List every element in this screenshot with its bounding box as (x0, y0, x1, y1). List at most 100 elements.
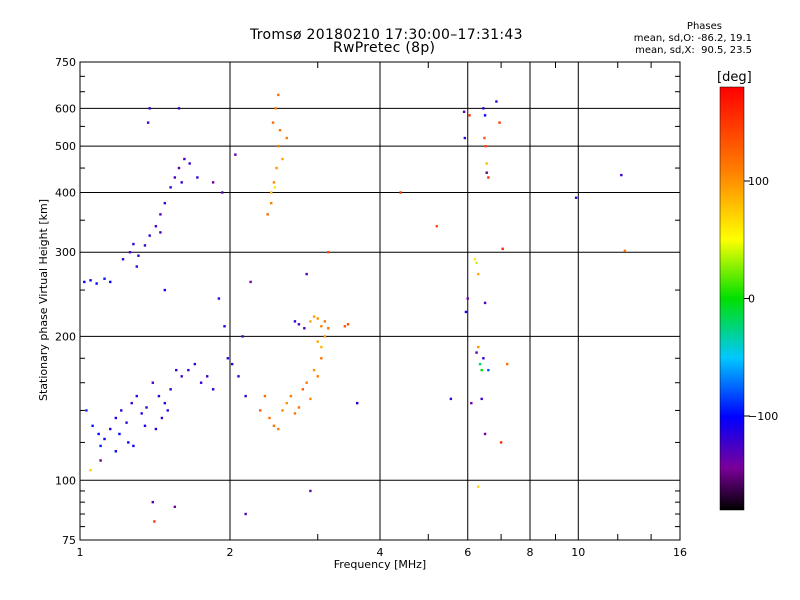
data-point (485, 162, 488, 165)
data-point (99, 444, 102, 448)
data-point (303, 327, 306, 330)
data-point (316, 317, 319, 320)
data-point (297, 406, 301, 409)
data-point (199, 381, 203, 384)
y-tick-label: 75 (62, 534, 76, 547)
data-point (473, 258, 477, 261)
tick-labels: 1 2 4 6 8 10 16 75 100 200 300 400 500 600 750 (55, 56, 687, 559)
data-point (277, 427, 280, 431)
data-point (173, 176, 177, 179)
data-point (312, 315, 316, 318)
colorbar-tick-label: 0 (748, 293, 755, 306)
data-point (273, 186, 276, 189)
data-point (109, 427, 112, 431)
data-point (312, 368, 316, 372)
data-point (244, 512, 247, 516)
data-point (281, 409, 284, 412)
data-point (263, 394, 267, 398)
data-point (266, 213, 269, 216)
data-point (153, 520, 156, 523)
axis-ticks (80, 62, 680, 540)
y-tick-label: 750 (55, 56, 76, 69)
data-point (343, 325, 347, 328)
data-point (271, 121, 275, 124)
data-point (95, 282, 98, 285)
data-point (145, 406, 148, 409)
data-point (89, 279, 92, 282)
x-tick-label: 1 (77, 546, 84, 559)
data-point (501, 247, 504, 250)
data-point (483, 301, 487, 305)
y-tick-label: 200 (55, 330, 76, 343)
data-point (293, 320, 297, 323)
data-points (83, 93, 627, 523)
data-point (114, 416, 118, 420)
grid-lines (80, 62, 680, 540)
data-point (323, 335, 327, 338)
data-point (177, 166, 181, 170)
data-point (482, 357, 485, 360)
data-point (477, 345, 480, 349)
data-point (175, 368, 178, 372)
data-point (309, 489, 312, 493)
data-point (482, 107, 485, 110)
data-point (187, 368, 190, 372)
x-tick-label: 8 (527, 546, 534, 559)
data-point (309, 397, 312, 401)
data-point (143, 244, 147, 247)
data-point (83, 280, 86, 284)
x-tick-label: 6 (464, 546, 471, 559)
data-point (477, 485, 480, 488)
data-point (85, 409, 88, 412)
data-point (188, 162, 191, 165)
data-point (154, 427, 158, 431)
data-point (505, 362, 509, 366)
data-point (196, 176, 199, 179)
data-point (466, 297, 469, 300)
data-point (173, 505, 177, 509)
data-point (120, 409, 123, 412)
data-point (163, 201, 167, 205)
data-point (223, 325, 226, 328)
data-point (159, 231, 162, 234)
data-point (151, 500, 155, 504)
y-tick-label: 100 (55, 474, 76, 487)
colorbar (719, 86, 745, 511)
data-point (137, 254, 140, 257)
x-tick-label: 10 (571, 546, 585, 559)
data-point (272, 424, 276, 428)
data-point (297, 323, 301, 326)
data-point (221, 191, 224, 194)
data-point (193, 362, 197, 366)
data-point (151, 381, 155, 384)
data-point (99, 459, 102, 462)
data-point (89, 468, 92, 472)
data-point (103, 437, 106, 441)
data-point (483, 114, 487, 117)
data-point (464, 310, 468, 314)
data-point (114, 450, 118, 453)
data-point (277, 144, 280, 148)
data-point (320, 357, 323, 360)
data-point (127, 441, 130, 444)
phases-line-x: mean, sd,X: 90.5, 23.5 (635, 45, 752, 56)
data-point (301, 388, 305, 391)
data-point (309, 320, 312, 323)
data-point (128, 251, 132, 254)
data-point (485, 171, 488, 174)
data-point (399, 191, 402, 194)
data-point (289, 394, 293, 398)
data-point (477, 272, 480, 276)
data-point (159, 213, 162, 216)
data-point (146, 121, 150, 124)
x-tick-label: 2 (227, 546, 234, 559)
data-point (274, 107, 277, 110)
data-point (121, 258, 125, 261)
data-point (249, 280, 252, 284)
phases-title: Phases (686, 21, 722, 32)
data-point (463, 136, 467, 140)
data-point (205, 375, 209, 378)
data-point (163, 288, 167, 292)
data-point (169, 186, 172, 189)
colorbar-tick-label: 100 (748, 175, 769, 188)
